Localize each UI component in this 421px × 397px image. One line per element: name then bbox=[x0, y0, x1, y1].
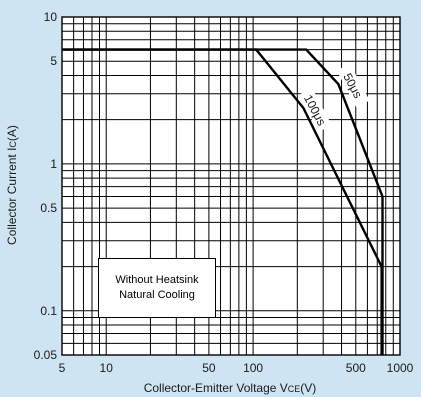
x-tick-label: 100 bbox=[243, 361, 263, 375]
x-tick-label: 1000 bbox=[387, 361, 414, 375]
x-tick-label: 10 bbox=[100, 361, 114, 375]
series-label-bg bbox=[298, 87, 332, 132]
annotation-box: Without Heatsink Natural Cooling bbox=[98, 258, 216, 318]
annotation-line-2: Natural Cooling bbox=[119, 289, 195, 301]
x-tick-label: 5 bbox=[59, 361, 66, 375]
x-axis-title: Collector-Emitter Voltage VCE(V) bbox=[144, 381, 317, 395]
plot-frame bbox=[61, 16, 401, 356]
x-tick-label: 50 bbox=[202, 361, 216, 375]
series-label-bg bbox=[336, 63, 370, 108]
y-tick-label: 0.5 bbox=[40, 201, 57, 215]
y-tick-label: 0.05 bbox=[34, 348, 58, 362]
series-line bbox=[62, 48, 384, 355]
y-tick-label: 5 bbox=[50, 54, 57, 68]
y-tick-label: 0.1 bbox=[40, 304, 57, 318]
series-layer bbox=[62, 48, 384, 355]
x-tick-label: 500 bbox=[346, 361, 366, 375]
tick-labels: 5 10 50 100 500 1000 0.05 0.1 0.5 1 5 10 bbox=[34, 10, 414, 375]
y-tick-label: 10 bbox=[44, 10, 58, 24]
y-tick-label: 1 bbox=[50, 157, 57, 171]
grid bbox=[62, 17, 400, 355]
annotation-line-1: Without Heatsink bbox=[115, 274, 199, 286]
y-axis-title: Collector Current IC(A) bbox=[5, 125, 19, 245]
